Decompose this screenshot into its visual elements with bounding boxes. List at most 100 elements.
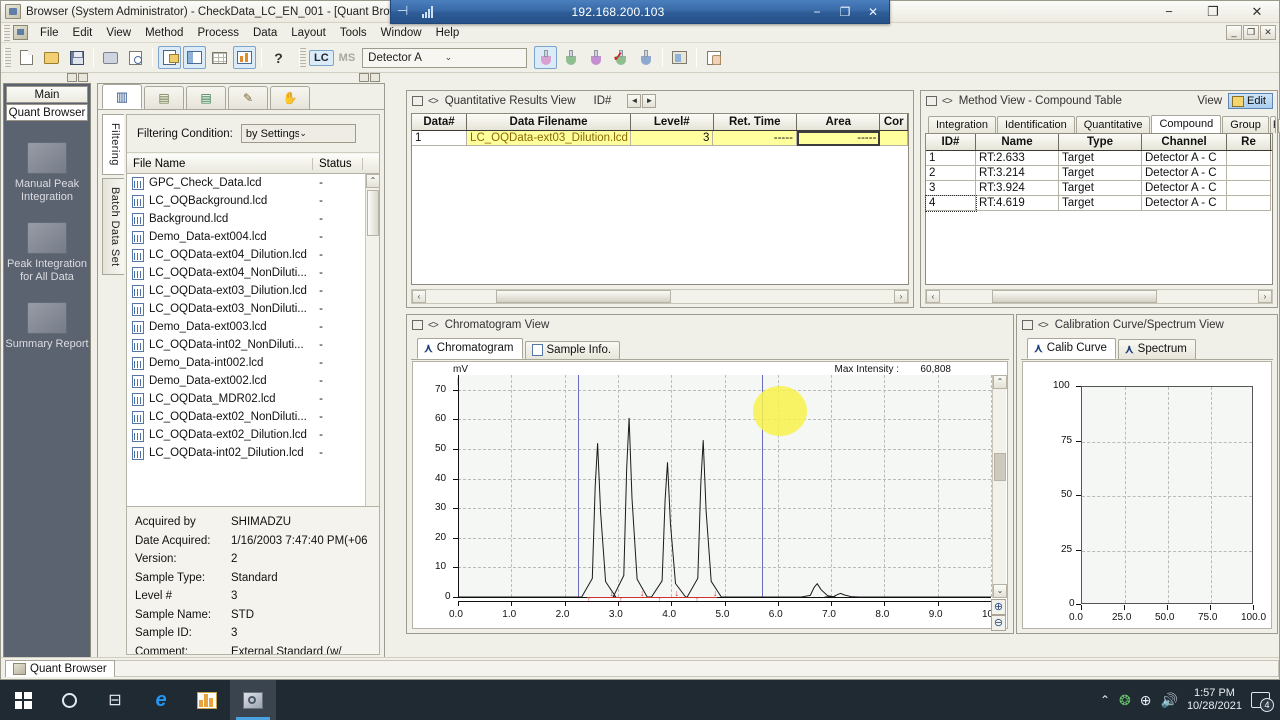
open-button[interactable] xyxy=(40,46,63,69)
panel-restore-icon[interactable] xyxy=(412,96,423,106)
list-item[interactable]: Demo_Data-ext002.lcd - xyxy=(127,372,365,390)
tray-chevron-icon[interactable]: ⌃ xyxy=(1099,693,1111,707)
table-row[interactable]: 3 RT:3.924 Target Detector A - C xyxy=(926,181,1272,196)
tab-spectrum[interactable]: ⋏ Spectrum xyxy=(1117,339,1196,359)
table-view-button[interactable] xyxy=(208,46,231,69)
restore-button[interactable]: ❐ xyxy=(1207,4,1219,19)
hscroll-thumb[interactable] xyxy=(992,290,1157,303)
mdi-close-button[interactable]: ✕ xyxy=(1260,25,1276,40)
task-view-button[interactable]: ⊟ xyxy=(92,680,138,720)
rdp-minimize-button[interactable]: − xyxy=(813,4,821,19)
list-item[interactable]: LC_OQData-ext03_Dilution.lcd - xyxy=(127,282,365,300)
column-header-status[interactable]: Status xyxy=(313,157,363,170)
tab-data-report[interactable]: ▤ xyxy=(144,86,184,109)
list-item[interactable]: Demo_Data-ext004.lcd - xyxy=(127,228,365,246)
list-item[interactable]: LC_OQData-int02_Dilution.lcd - xyxy=(127,444,365,462)
column-header-file-name[interactable]: File Name xyxy=(127,157,313,170)
zoom-out-button[interactable]: ⊖ xyxy=(991,615,1006,631)
tab-data-explorer[interactable]: ▥ xyxy=(102,84,142,109)
prev-record-button[interactable]: ◄ xyxy=(627,94,642,108)
sidebar-item-peak-integration-all[interactable]: Peak Integration for All Data xyxy=(4,222,90,284)
scroll-thumb[interactable] xyxy=(367,190,379,236)
search-button[interactable] xyxy=(46,680,92,720)
panel-expand-icon[interactable]: <> xyxy=(428,95,439,107)
marker-line[interactable] xyxy=(577,375,579,597)
menu-layout[interactable]: Layout xyxy=(291,26,326,39)
start-button[interactable] xyxy=(0,680,46,720)
sidebar-quant-browser-button[interactable]: Quant Browser xyxy=(6,104,88,121)
panel-expand-icon[interactable]: <> xyxy=(1038,319,1049,331)
manual-hand-button[interactable] xyxy=(702,46,725,69)
menu-data[interactable]: Data xyxy=(252,26,278,39)
taskbar-internet-explorer[interactable]: e xyxy=(138,680,184,720)
new-button[interactable] xyxy=(15,46,38,69)
list-item[interactable]: LC_OQData_MDR02.lcd - xyxy=(127,390,365,408)
menu-edit[interactable]: Edit xyxy=(72,26,93,39)
volume-icon[interactable]: 🔊 xyxy=(1160,691,1178,708)
quant-results-hscrollbar[interactable]: ‹ › xyxy=(411,289,909,304)
list-item[interactable]: Background.lcd - xyxy=(127,210,365,228)
scroll-thumb[interactable] xyxy=(994,453,1006,481)
menu-view[interactable]: View xyxy=(106,26,132,39)
mdi-tab-quant-browser[interactable]: Quant Browser xyxy=(5,660,115,677)
scroll-down-button[interactable]: ⌄ xyxy=(993,584,1007,598)
notifications-icon[interactable]: 4 xyxy=(1251,692,1274,712)
sidebar-main-button[interactable]: Main xyxy=(6,86,88,103)
scroll-right-button[interactable]: › xyxy=(894,290,908,303)
lc-mode-button[interactable]: LC xyxy=(309,49,334,66)
column-header-area[interactable]: Area xyxy=(797,114,881,130)
menu-process[interactable]: Process xyxy=(197,26,239,39)
menu-tools[interactable]: Tools xyxy=(339,26,367,39)
menu-help[interactable]: Help xyxy=(435,26,460,39)
save-button[interactable] xyxy=(65,46,88,69)
column-header-ret-time[interactable]: Ret. Time xyxy=(714,114,797,130)
column-header-id[interactable]: ID# xyxy=(926,134,976,150)
column-header-level[interactable]: Level# xyxy=(631,114,714,130)
list-item[interactable]: LC_OQBackground.lcd - xyxy=(127,192,365,210)
tab-identification[interactable]: Identification xyxy=(996,116,1075,133)
standard-1-button[interactable] xyxy=(559,46,582,69)
clock[interactable]: 1:57 PM 10/28/2021 xyxy=(1187,687,1242,713)
column-header-data-num[interactable]: Data# xyxy=(412,114,468,130)
sidebar-close-icon[interactable] xyxy=(78,73,88,82)
zoom-in-button[interactable]: ⊕ xyxy=(991,599,1006,615)
scroll-up-button[interactable]: ⌃ xyxy=(993,375,1007,389)
print-button[interactable] xyxy=(99,46,122,69)
tab-data-tools[interactable]: ✎ xyxy=(228,86,268,109)
method-view-mode-label[interactable]: View xyxy=(1197,95,1223,107)
tab-prev-button[interactable]: ◄ xyxy=(1277,119,1280,133)
list-item[interactable]: LC_OQData-ext04_NonDiluti... - xyxy=(127,264,365,282)
ms-mode-button[interactable]: MS xyxy=(338,51,356,64)
mdi-minimize-button[interactable]: _ xyxy=(1226,25,1242,40)
panel-view-button[interactable] xyxy=(183,46,206,69)
toolbar-grip-2[interactable] xyxy=(299,48,306,67)
minimize-button[interactable]: − xyxy=(1165,4,1173,19)
list-item[interactable]: GPC_Check_Data.lcd - xyxy=(127,174,365,192)
edit-button[interactable]: Edit xyxy=(1228,93,1273,109)
close-button[interactable]: ✕ xyxy=(1251,4,1263,19)
chromatogram-vertical-scrollbar[interactable]: ⌃ ⌄ xyxy=(992,375,1007,598)
sidebar-minimize-icon[interactable] xyxy=(67,73,77,82)
sidebar-item-summary-report[interactable]: Summary Report xyxy=(4,302,90,351)
marker-line[interactable] xyxy=(761,375,763,597)
scroll-left-button[interactable]: ‹ xyxy=(412,290,426,303)
scroll-up-button[interactable]: ⌃ xyxy=(366,174,380,188)
taskbar-labsolutions[interactable] xyxy=(184,680,230,720)
tab-chromatogram[interactable]: ⋏ Chromatogram xyxy=(417,338,523,359)
standard-3-button[interactable] xyxy=(634,46,657,69)
print-preview-button[interactable] xyxy=(124,46,147,69)
next-record-button[interactable]: ► xyxy=(642,94,657,108)
scroll-right-button[interactable]: › xyxy=(1258,290,1272,303)
menu-window[interactable]: Window xyxy=(380,26,422,39)
filtering-condition-select[interactable]: by Settings on Filtering ⌄ xyxy=(240,124,356,143)
report-button[interactable] xyxy=(158,46,181,69)
list-item[interactable]: LC_OQData-ext02_NonDiluti... - xyxy=(127,408,365,426)
list-item[interactable]: LC_OQData-ext03_NonDiluti... - xyxy=(127,300,365,318)
tab-quantitative[interactable]: Quantitative xyxy=(1075,116,1151,133)
tab-group[interactable]: Group xyxy=(1222,116,1269,133)
chart-view-button[interactable] xyxy=(233,46,256,69)
list-item[interactable]: LC_OQData-int02_NonDiluti... - xyxy=(127,336,365,354)
pin-icon[interactable] xyxy=(397,3,415,19)
sidebar-item-manual-peak-integration[interactable]: Manual Peak Integration xyxy=(4,142,90,204)
list-item[interactable]: Demo_Data-int002.lcd - xyxy=(127,354,365,372)
